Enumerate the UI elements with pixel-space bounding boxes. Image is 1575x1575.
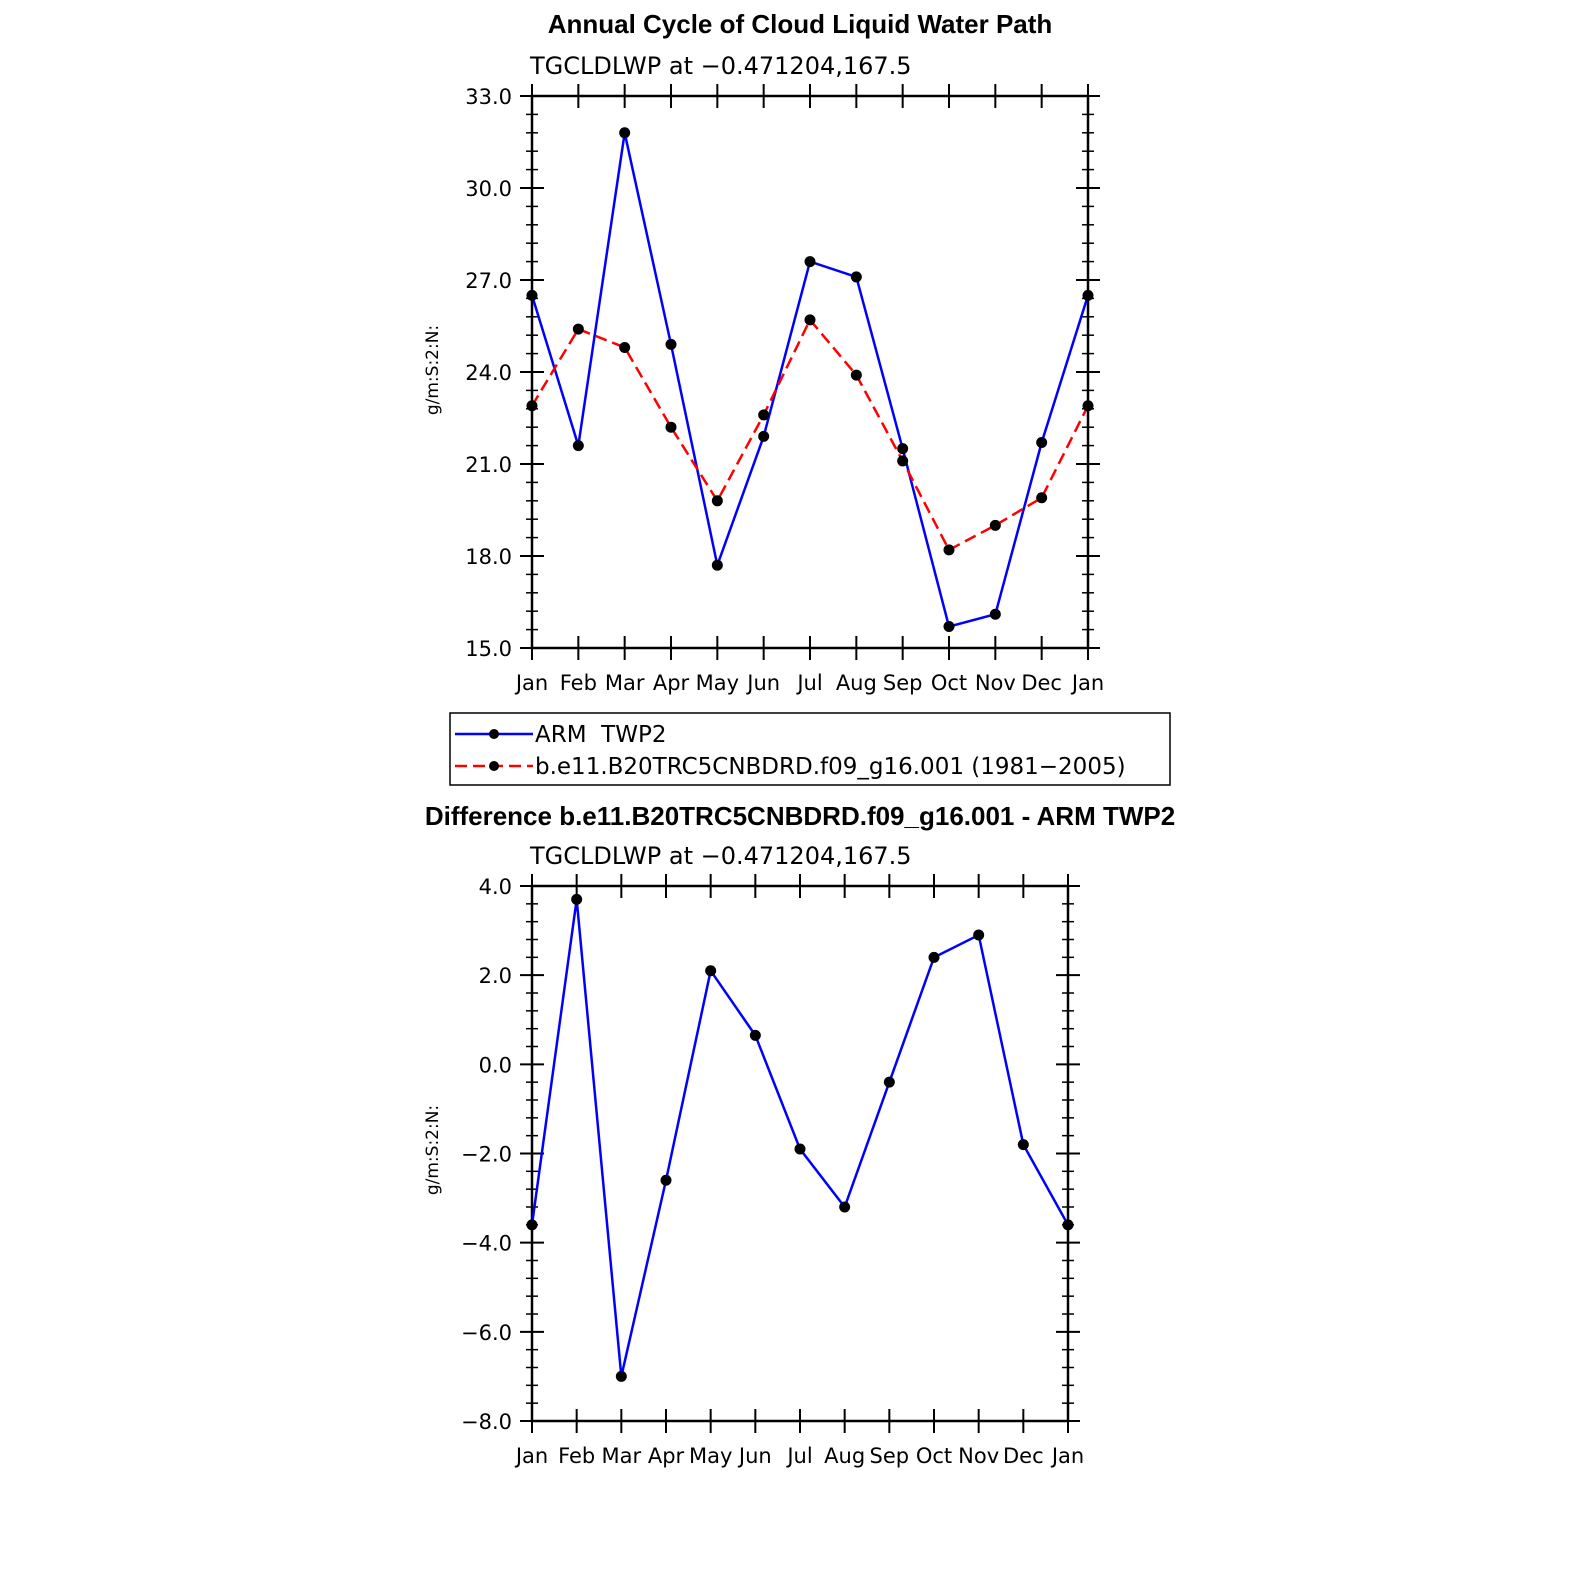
chart2-ytick-label: −6.0	[461, 1321, 512, 1345]
chart1-series-1-point	[943, 544, 955, 556]
chart1-series-0-point	[711, 559, 723, 571]
legend-label-model: b.e11.B20TRC5CNBDRD.f09_g16.001 (1981−20…	[535, 754, 1126, 780]
chart1-series-0-point	[619, 127, 631, 139]
chart1-series-0-point	[804, 256, 816, 268]
chart1-xtick-label: Jan	[514, 671, 548, 695]
chart2-xtick-label: Jun	[737, 1444, 772, 1468]
chart1-ytick-label: 18.0	[465, 545, 512, 569]
legend-marker-model	[489, 761, 499, 771]
chart1-subtitle: TGCLDLWP at −0.471204,167.5	[529, 52, 912, 80]
chart1-series-1-point	[665, 421, 677, 433]
chart2-ytick-label: −2.0	[461, 1143, 512, 1167]
chart2-series-0-point	[1062, 1219, 1074, 1231]
chart2-ytick-label: −8.0	[461, 1410, 512, 1434]
chart1-ytick-label: 24.0	[465, 361, 512, 385]
legend: ARM TWP2 b.e11.B20TRC5CNBDRD.f09_g16.001…	[449, 712, 1171, 786]
chart-annual-cycle: Annual Cycle of Cloud Liquid Water Path …	[423, 9, 1171, 786]
chart2-xtick-label: Jul	[785, 1444, 812, 1468]
chart1-xtick-label: Jul	[795, 671, 822, 695]
chart1-title: Annual Cycle of Cloud Liquid Water Path	[548, 9, 1053, 39]
chart2-xtick-label: Mar	[602, 1444, 642, 1468]
chart1-xtick-label: Sep	[883, 671, 923, 695]
chart2-xtick-label: Sep	[870, 1444, 910, 1468]
chart2-series-0-point	[705, 965, 717, 977]
chart2-xtick-label: Oct	[916, 1444, 952, 1468]
chart1-series-1-point	[804, 314, 816, 326]
chart1-series-0-point	[526, 289, 538, 301]
chart2-series-0-point	[928, 951, 940, 963]
chart2-xtick-label: May	[689, 1444, 732, 1468]
chart1-xtick-label: Jun	[745, 671, 780, 695]
chart2-series-0-point	[883, 1076, 895, 1088]
chart2-title: Difference b.e11.B20TRC5CNBDRD.f09_g16.0…	[425, 801, 1175, 831]
chart2-series-0-point	[615, 1370, 627, 1382]
chart1-series-0-point	[758, 430, 770, 442]
chart2-ytick-label: 2.0	[479, 964, 512, 988]
chart1-series-1-point	[989, 519, 1001, 531]
chart2-series-0-point	[1017, 1139, 1029, 1151]
chart1-series-1-point	[1036, 492, 1048, 504]
legend-label-obs: ARM TWP2	[535, 722, 666, 748]
chart2-series-0-point	[660, 1174, 672, 1186]
chart1-xtick-label: Apr	[653, 671, 690, 695]
chart1-series-1-point	[758, 409, 770, 421]
chart2-series-0-point	[749, 1029, 761, 1041]
chart1-xtick-label: Feb	[560, 671, 597, 695]
chart2-xtick-label: Feb	[558, 1444, 595, 1468]
chart1-series-1-point	[850, 369, 862, 381]
chart1-series-0-point	[897, 443, 909, 455]
chart1-ytick-label: 15.0	[465, 637, 512, 661]
chart2-series-0-point	[973, 929, 985, 941]
chart1-series-0-point	[850, 271, 862, 283]
chart1-xtick-label: May	[696, 671, 739, 695]
chart2-xtick-label: Apr	[648, 1444, 685, 1468]
chart1-series-0-point	[989, 608, 1001, 620]
chart1-xtick-label: Jan	[1070, 671, 1104, 695]
chart2-ytick-label: 4.0	[479, 875, 512, 899]
chart1-series-0-point	[1082, 289, 1094, 301]
chart1-series-0-line	[530, 132, 1090, 629]
chart1-plot-frame	[530, 94, 1090, 650]
chart1-series-1-point	[572, 323, 584, 335]
chart2-ytick-label: 0.0	[479, 1053, 512, 1077]
chart2-series-0-point	[839, 1201, 851, 1213]
chart1-series-0-point	[665, 338, 677, 350]
chart1-series-0-point	[943, 621, 955, 633]
chart2-xtick-label: Dec	[1003, 1444, 1044, 1468]
chart1-series-1-point	[1082, 400, 1094, 412]
chart1-series-0-point	[1036, 437, 1048, 449]
chart1-ytick-label: 27.0	[465, 269, 512, 293]
chart2-series-0-line	[530, 899, 1070, 1377]
chart2-ylabel: g/m:S:2:N:	[423, 1105, 443, 1195]
chart1-series-1-point	[897, 455, 909, 467]
chart2-series-0-point	[571, 893, 583, 905]
chart1-series-0-point	[572, 440, 584, 452]
chart2-ytick-label: −4.0	[461, 1232, 512, 1256]
chart1-xtick-label: Dec	[1021, 671, 1062, 695]
legend-marker-obs	[489, 729, 499, 739]
chart1-series-1-point	[619, 341, 631, 353]
chart1-ytick-label: 33.0	[465, 85, 512, 109]
chart2-series-0-point	[526, 1219, 538, 1231]
chart1-xtick-label: Mar	[605, 671, 645, 695]
chart1-ytick-label: 21.0	[465, 453, 512, 477]
chart1-series-1-point	[526, 400, 538, 412]
chart1-ylabel: g/m:S:2:N:	[423, 325, 443, 415]
chart1-series-1-line	[530, 317, 1090, 552]
chart2-xtick-label: Nov	[958, 1444, 999, 1468]
chart2-xtick-label: Jan	[514, 1444, 548, 1468]
chart-difference: Difference b.e11.B20TRC5CNBDRD.f09_g16.0…	[423, 801, 1175, 1468]
chart1-xtick-label: Nov	[975, 671, 1016, 695]
chart2-subtitle: TGCLDLWP at −0.471204,167.5	[529, 842, 912, 870]
chart2-xtick-label: Aug	[824, 1444, 865, 1468]
chart1-xtick-label: Oct	[931, 671, 967, 695]
chart2-xtick-label: Jan	[1050, 1444, 1084, 1468]
chart1-ytick-label: 30.0	[465, 177, 512, 201]
legend-box	[449, 712, 1171, 786]
chart2-series-0-point	[794, 1143, 806, 1155]
chart1-xtick-label: Aug	[836, 671, 877, 695]
chart1-series-1-point	[711, 495, 723, 507]
